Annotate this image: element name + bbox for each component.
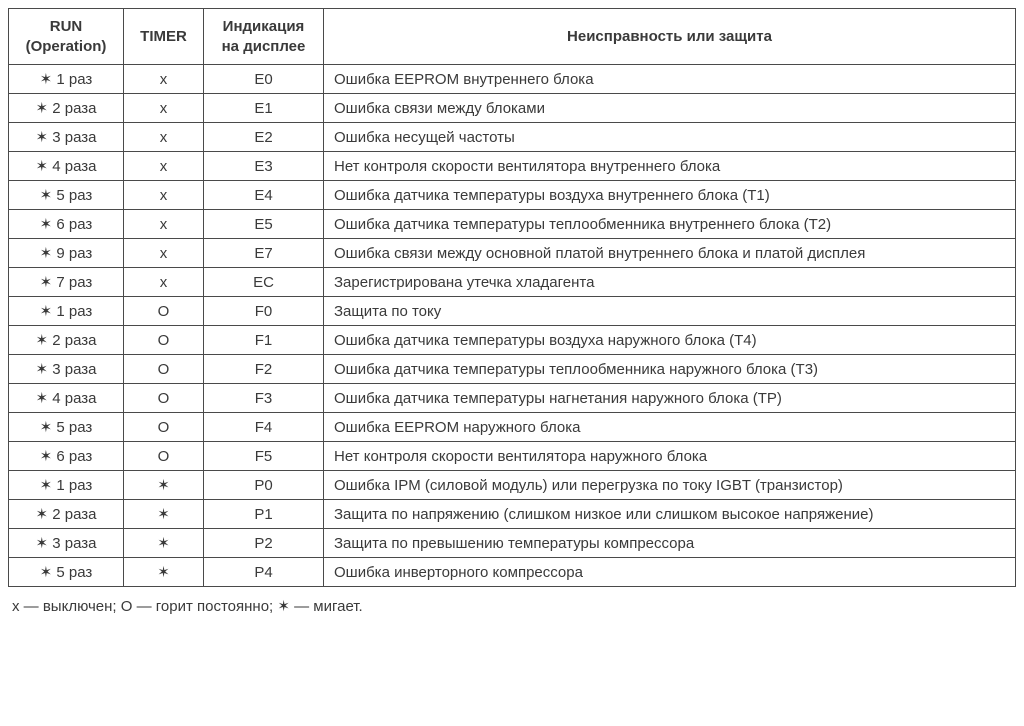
legend-footnote: x — выключен; O — горит постоянно; ✶ — м… xyxy=(8,597,1016,615)
table-row: ✶ 6 разxE5Ошибка датчика температуры теп… xyxy=(9,210,1016,239)
cell-fault: Ошибка датчика температуры нагнетания на… xyxy=(324,384,1016,413)
cell-fault: Ошибка датчика температуры теплообменник… xyxy=(324,210,1016,239)
cell-display: F5 xyxy=(204,442,324,471)
cell-run: ✶ 1 раз xyxy=(9,471,124,500)
cell-fault: Нет контроля скорости вентилятора наружн… xyxy=(324,442,1016,471)
cell-display: P1 xyxy=(204,500,324,529)
table-row: ✶ 9 разxE7Ошибка связи между основной пл… xyxy=(9,239,1016,268)
table-row: ✶ 6 разOF5Нет контроля скорости вентилят… xyxy=(9,442,1016,471)
cell-display: F2 xyxy=(204,355,324,384)
table-header-row: RUN(Operation) TIMER Индикацияна дисплее… xyxy=(9,9,1016,65)
cell-display: E5 xyxy=(204,210,324,239)
table-row: ✶ 5 разxE4Ошибка датчика температуры воз… xyxy=(9,181,1016,210)
cell-display: E4 xyxy=(204,181,324,210)
cell-timer: ✶ xyxy=(124,529,204,558)
cell-display: E2 xyxy=(204,123,324,152)
cell-run: ✶ 3 раза xyxy=(9,355,124,384)
cell-display: E0 xyxy=(204,65,324,94)
cell-display: E3 xyxy=(204,152,324,181)
cell-timer: x xyxy=(124,94,204,123)
cell-display: E7 xyxy=(204,239,324,268)
cell-run: ✶ 3 раза xyxy=(9,123,124,152)
cell-timer: ✶ xyxy=(124,558,204,587)
cell-timer: x xyxy=(124,239,204,268)
cell-fault: Ошибка связи между основной платой внутр… xyxy=(324,239,1016,268)
cell-run: ✶ 5 раз xyxy=(9,181,124,210)
cell-timer: x xyxy=(124,65,204,94)
cell-run: ✶ 4 раза xyxy=(9,384,124,413)
cell-display: F3 xyxy=(204,384,324,413)
cell-run: ✶ 2 раза xyxy=(9,94,124,123)
cell-timer: O xyxy=(124,326,204,355)
cell-run: ✶ 1 раз xyxy=(9,297,124,326)
cell-display: E1 xyxy=(204,94,324,123)
cell-run: ✶ 3 раза xyxy=(9,529,124,558)
cell-run: ✶ 1 раз xyxy=(9,65,124,94)
cell-fault: Ошибка EEPROM наружного блока xyxy=(324,413,1016,442)
cell-fault: Защита по превышению температуры компрес… xyxy=(324,529,1016,558)
cell-fault: Защита по напряжению (слишком низкое или… xyxy=(324,500,1016,529)
header-run: RUN(Operation) xyxy=(9,9,124,65)
table-row: ✶ 3 разаOF2Ошибка датчика температуры те… xyxy=(9,355,1016,384)
cell-display: P4 xyxy=(204,558,324,587)
table-row: ✶ 3 раза✶P2Защита по превышению температ… xyxy=(9,529,1016,558)
cell-timer: O xyxy=(124,442,204,471)
table-row: ✶ 3 разаxE2Ошибка несущей частоты xyxy=(9,123,1016,152)
table-row: ✶ 1 разOF0Защита по току xyxy=(9,297,1016,326)
table-row: ✶ 2 разаOF1Ошибка датчика температуры во… xyxy=(9,326,1016,355)
error-codes-table: RUN(Operation) TIMER Индикацияна дисплее… xyxy=(8,8,1016,587)
cell-timer: x xyxy=(124,210,204,239)
cell-timer: O xyxy=(124,384,204,413)
cell-run: ✶ 4 раза xyxy=(9,152,124,181)
table-row: ✶ 1 разxE0Ошибка EEPROM внутреннего блок… xyxy=(9,65,1016,94)
table-row: ✶ 5 разOF4Ошибка EEPROM наружного блока xyxy=(9,413,1016,442)
header-display: Индикацияна дисплее xyxy=(204,9,324,65)
cell-display: F4 xyxy=(204,413,324,442)
cell-fault: Ошибка датчика температуры теплообменник… xyxy=(324,355,1016,384)
cell-display: EC xyxy=(204,268,324,297)
cell-run: ✶ 2 раза xyxy=(9,500,124,529)
table-row: ✶ 5 раз✶P4Ошибка инверторного компрессор… xyxy=(9,558,1016,587)
cell-run: ✶ 2 раза xyxy=(9,326,124,355)
cell-display: F1 xyxy=(204,326,324,355)
cell-run: ✶ 6 раз xyxy=(9,442,124,471)
table-row: ✶ 2 раза✶P1Защита по напряжению (слишком… xyxy=(9,500,1016,529)
cell-run: ✶ 5 раз xyxy=(9,558,124,587)
cell-timer: ✶ xyxy=(124,500,204,529)
table-row: ✶ 7 разxECЗарегистрирована утечка хладаг… xyxy=(9,268,1016,297)
cell-display: P0 xyxy=(204,471,324,500)
cell-display: F0 xyxy=(204,297,324,326)
cell-fault: Нет контроля скорости вентилятора внутре… xyxy=(324,152,1016,181)
cell-timer: x xyxy=(124,268,204,297)
cell-timer: O xyxy=(124,413,204,442)
cell-timer: x xyxy=(124,181,204,210)
cell-fault: Зарегистрирована утечка хладагента xyxy=(324,268,1016,297)
cell-fault: Ошибка несущей частоты xyxy=(324,123,1016,152)
table-row: ✶ 4 разаxE3Нет контроля скорости вентиля… xyxy=(9,152,1016,181)
cell-run: ✶ 7 раз xyxy=(9,268,124,297)
header-fault: Неисправность или защита xyxy=(324,9,1016,65)
cell-run: ✶ 6 раз xyxy=(9,210,124,239)
cell-fault: Ошибка датчика температуры воздуха наруж… xyxy=(324,326,1016,355)
cell-fault: Ошибка IPM (силовой модуль) или перегруз… xyxy=(324,471,1016,500)
cell-fault: Ошибка датчика температуры воздуха внутр… xyxy=(324,181,1016,210)
cell-timer: ✶ xyxy=(124,471,204,500)
cell-fault: Ошибка связи между блоками xyxy=(324,94,1016,123)
cell-run: ✶ 9 раз xyxy=(9,239,124,268)
cell-timer: x xyxy=(124,152,204,181)
table-row: ✶ 2 разаxE1Ошибка связи между блоками xyxy=(9,94,1016,123)
cell-timer: O xyxy=(124,355,204,384)
table-body: ✶ 1 разxE0Ошибка EEPROM внутреннего блок… xyxy=(9,65,1016,587)
cell-timer: O xyxy=(124,297,204,326)
cell-run: ✶ 5 раз xyxy=(9,413,124,442)
cell-display: P2 xyxy=(204,529,324,558)
table-row: ✶ 1 раз✶P0Ошибка IPM (силовой модуль) ил… xyxy=(9,471,1016,500)
cell-timer: x xyxy=(124,123,204,152)
cell-fault: Защита по току xyxy=(324,297,1016,326)
cell-fault: Ошибка инверторного компрессора xyxy=(324,558,1016,587)
cell-fault: Ошибка EEPROM внутреннего блока xyxy=(324,65,1016,94)
header-timer: TIMER xyxy=(124,9,204,65)
table-row: ✶ 4 разаOF3Ошибка датчика температуры на… xyxy=(9,384,1016,413)
